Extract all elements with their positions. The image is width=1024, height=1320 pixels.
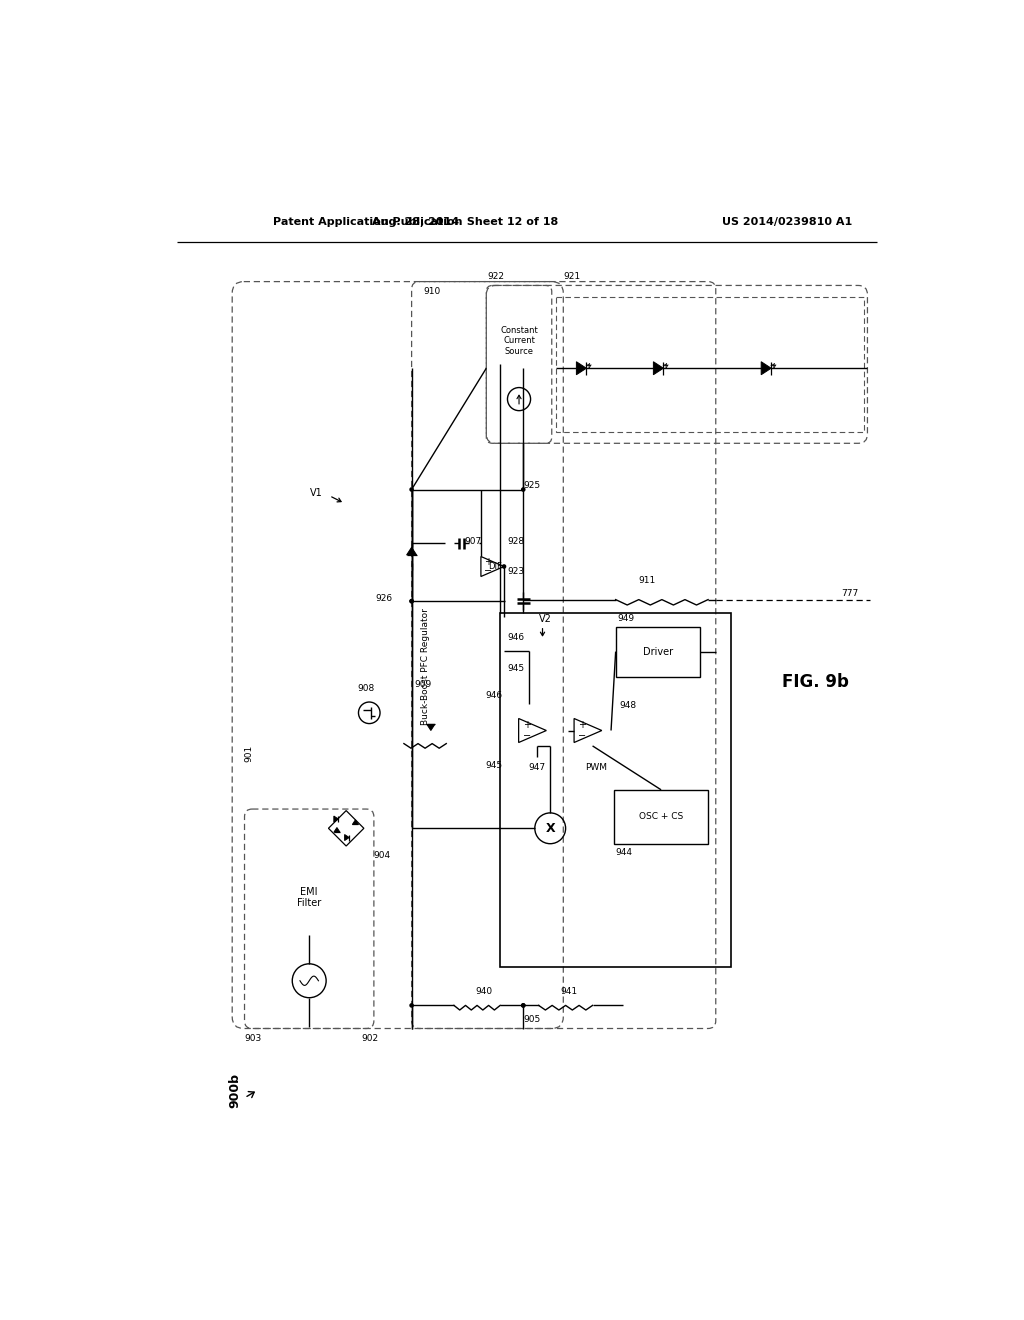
Text: 940: 940 — [475, 987, 493, 997]
Text: 926: 926 — [376, 594, 392, 603]
Text: 905: 905 — [523, 1015, 541, 1024]
Text: FIG. 9b: FIG. 9b — [782, 673, 849, 690]
Circle shape — [521, 487, 525, 492]
Polygon shape — [334, 828, 340, 832]
Text: 948: 948 — [620, 701, 637, 710]
Text: 911: 911 — [639, 576, 656, 585]
Text: 921: 921 — [563, 272, 581, 281]
Text: 944: 944 — [615, 849, 633, 858]
Text: 923: 923 — [508, 568, 525, 577]
Text: 908: 908 — [357, 684, 375, 693]
Text: 922: 922 — [487, 272, 505, 281]
Text: 945: 945 — [485, 760, 503, 770]
Polygon shape — [352, 820, 358, 825]
Bar — [556, 297, 863, 432]
Text: 928: 928 — [507, 537, 524, 546]
Circle shape — [521, 1003, 525, 1007]
Polygon shape — [329, 810, 364, 846]
Text: 947: 947 — [528, 763, 546, 772]
Text: 909: 909 — [414, 680, 431, 689]
Text: PWM: PWM — [586, 763, 607, 772]
Text: Aug. 28, 2014  Sheet 12 of 18: Aug. 28, 2014 Sheet 12 of 18 — [373, 218, 559, 227]
Polygon shape — [407, 548, 417, 554]
Text: 941: 941 — [560, 987, 578, 997]
Polygon shape — [334, 816, 339, 822]
Text: 901: 901 — [245, 744, 254, 762]
Text: +: + — [579, 719, 587, 730]
Polygon shape — [577, 362, 587, 375]
Polygon shape — [761, 362, 771, 375]
Text: Constant
Current
Source: Constant Current Source — [500, 326, 538, 355]
Circle shape — [410, 599, 414, 603]
Text: 946: 946 — [485, 692, 503, 701]
Text: EMI
Filter: EMI Filter — [297, 887, 322, 908]
Circle shape — [521, 1003, 525, 1007]
Text: DIF: DIF — [487, 562, 502, 572]
Text: Buck-Boost PFC Regulator: Buck-Boost PFC Regulator — [421, 609, 430, 725]
Text: 900b: 900b — [228, 1073, 241, 1107]
Text: 910: 910 — [423, 288, 440, 296]
Text: 949: 949 — [617, 614, 634, 623]
Circle shape — [410, 1003, 414, 1007]
Text: V2: V2 — [539, 614, 552, 624]
Text: Driver: Driver — [643, 647, 673, 656]
Text: Patent Application Publication: Patent Application Publication — [273, 218, 463, 227]
Text: OSC + CS: OSC + CS — [639, 812, 683, 821]
Text: 777: 777 — [841, 589, 858, 598]
Text: X: X — [546, 822, 555, 834]
Circle shape — [410, 487, 414, 492]
Text: 903: 903 — [245, 1034, 262, 1043]
Text: V1: V1 — [310, 488, 323, 499]
Text: 904: 904 — [373, 851, 390, 859]
Text: US 2014/0239810 A1: US 2014/0239810 A1 — [722, 218, 852, 227]
Polygon shape — [653, 362, 664, 375]
Circle shape — [410, 599, 414, 603]
Text: −: − — [579, 731, 587, 741]
Bar — [615, 627, 700, 677]
Text: 945: 945 — [508, 664, 525, 673]
Circle shape — [502, 564, 506, 569]
Bar — [614, 789, 708, 843]
Text: −: − — [483, 566, 492, 576]
Text: 907: 907 — [465, 537, 482, 546]
Polygon shape — [345, 834, 349, 841]
Text: 925: 925 — [523, 482, 541, 490]
Text: 946: 946 — [508, 632, 525, 642]
Text: 902: 902 — [361, 1034, 379, 1043]
Text: +: + — [523, 719, 531, 730]
Text: −: − — [523, 731, 531, 741]
Text: +: + — [484, 557, 492, 566]
Bar — [500, 612, 731, 966]
Polygon shape — [427, 725, 435, 730]
